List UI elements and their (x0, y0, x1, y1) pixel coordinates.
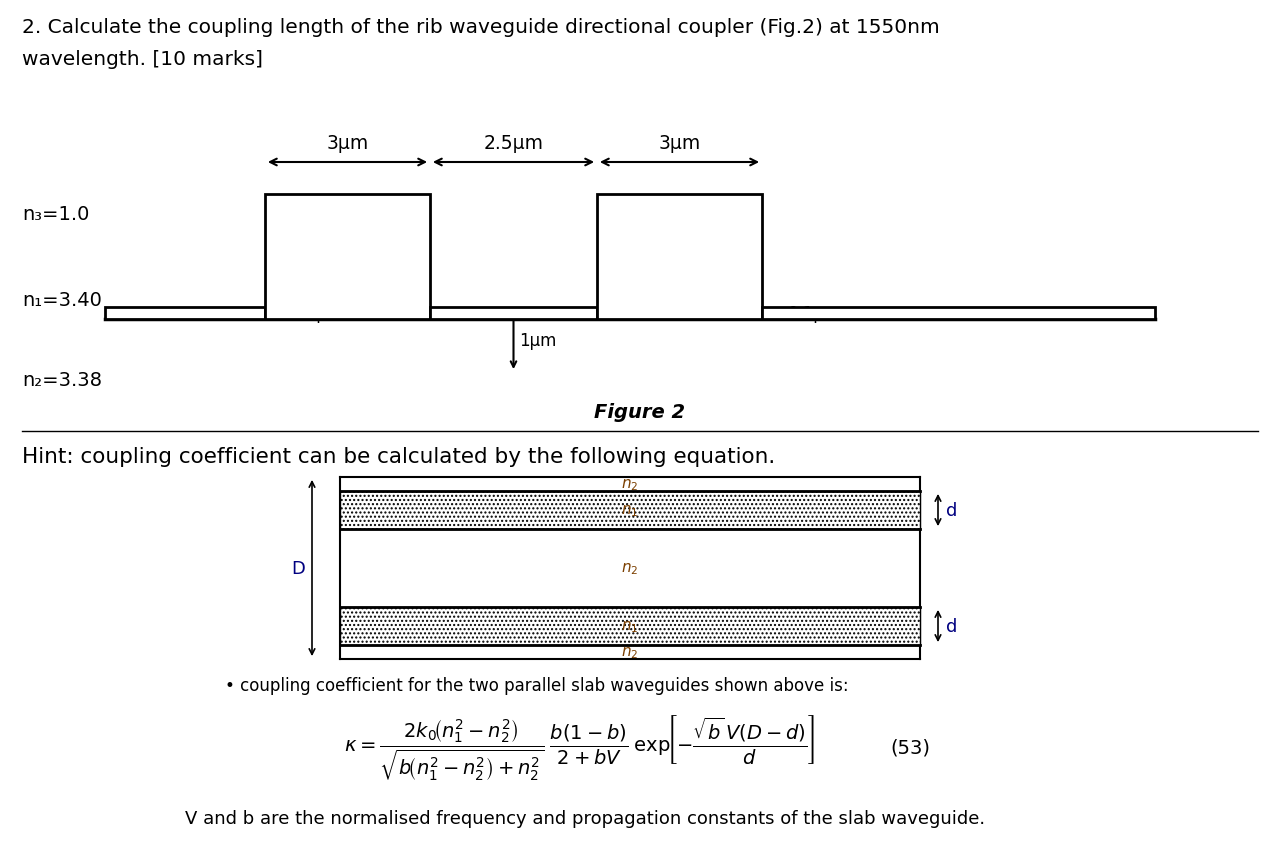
Text: $n_1$: $n_1$ (621, 618, 639, 634)
Text: 2. Calculate the coupling length of the rib waveguide directional coupler (Fig.2: 2. Calculate the coupling length of the … (22, 18, 940, 37)
Text: wavelength. [10 marks]: wavelength. [10 marks] (22, 50, 262, 69)
Bar (265, 195, 430, 319)
Text: 0.1μm: 0.1μm (291, 305, 344, 323)
Text: $\kappa = \dfrac{2k_0\!\left(n_1^2 - n_2^2\right)}{\sqrt{b\!\left(n_1^2 - n_2^2\: $\kappa = \dfrac{2k_0\!\left(n_1^2 - n_2… (344, 713, 815, 782)
Text: D: D (291, 560, 305, 578)
Text: Hint: coupling coefficient can be calculated by the following equation.: Hint: coupling coefficient can be calcul… (22, 447, 776, 467)
Bar (596, 195, 762, 319)
Text: n₃=1.0: n₃=1.0 (22, 205, 90, 224)
Text: 3μm: 3μm (658, 133, 700, 152)
Bar (762, 307, 1155, 319)
Text: n₁=3.40: n₁=3.40 (22, 290, 102, 309)
Text: $n_2$: $n_2$ (621, 477, 639, 492)
Text: $n_2$: $n_2$ (621, 561, 639, 576)
Text: 0.1μm: 0.1μm (788, 305, 841, 323)
Text: 1μm: 1μm (520, 331, 557, 349)
Text: d: d (946, 501, 957, 519)
Text: d: d (946, 617, 957, 635)
Bar (340, 607, 920, 645)
Bar (105, 307, 265, 319)
Bar (340, 492, 920, 530)
Text: • coupling coefficient for the two parallel slab waveguides shown above is:: • coupling coefficient for the two paral… (225, 676, 849, 694)
Text: $n_2$: $n_2$ (621, 644, 639, 660)
Text: 3μm: 3μm (326, 133, 369, 152)
Text: n₂=3.38: n₂=3.38 (22, 370, 102, 389)
Text: Figure 2: Figure 2 (594, 403, 686, 422)
Text: $n_1$: $n_1$ (621, 503, 639, 518)
Text: 2.5μm: 2.5μm (484, 133, 544, 152)
Text: (53): (53) (890, 738, 931, 757)
Text: V and b are the normalised frequency and propagation constants of the slab waveg: V and b are the normalised frequency and… (186, 809, 986, 827)
Bar (430, 307, 596, 319)
